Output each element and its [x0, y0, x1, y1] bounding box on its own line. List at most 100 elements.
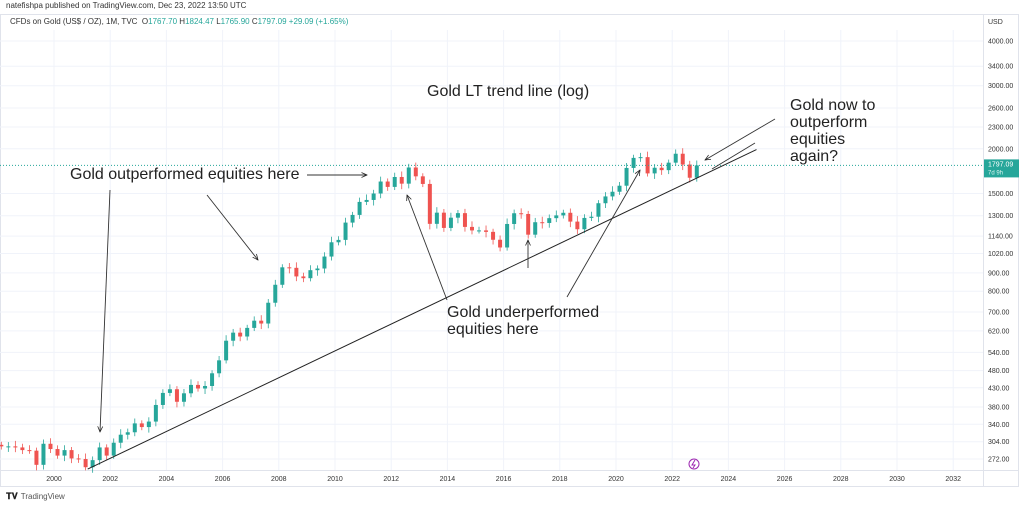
time-tick-label: 2024 [721, 476, 737, 483]
candle-body [357, 201, 362, 215]
price-tick-label: 430.00 [988, 385, 1010, 392]
price-tick-label: 272.00 [988, 456, 1010, 463]
candle-body [6, 446, 11, 448]
candle-body [666, 162, 671, 171]
candle-body [378, 181, 383, 194]
candle-body [350, 214, 355, 223]
time-tick-label: 2002 [102, 476, 118, 483]
candle-body [69, 450, 74, 459]
symbol-legend[interactable]: CFDs on Gold (US$ / OZ), 1M, TVC O1767.7… [10, 17, 348, 26]
lightning-icon[interactable] [688, 458, 700, 470]
price-axis[interactable]: USD 272.00 304.00 340.00 380.00 430.00 480.00… [988, 19, 1013, 463]
trend-line[interactable] [87, 149, 757, 470]
candle-body [680, 153, 685, 165]
arrow-now [705, 118, 776, 160]
time-tick-label: 2010 [327, 476, 343, 483]
price-tick-label: 900.00 [988, 270, 1010, 277]
candle-body [160, 392, 165, 405]
chart-title: Gold LT trend line (log) [427, 83, 589, 100]
candle-body [575, 221, 580, 230]
candle-body [97, 447, 102, 461]
candle-body [139, 423, 144, 428]
candle-body [83, 458, 88, 468]
annotation-underperformed-1: Gold underperformed [447, 304, 599, 321]
candle-body [477, 230, 482, 232]
price-tick-label: 540.00 [988, 350, 1010, 357]
candle-body [673, 153, 678, 163]
annotation-now-1: Gold now to [790, 97, 875, 114]
annotation-arrows [100, 118, 776, 432]
candle-body [385, 181, 390, 187]
candle-body [153, 404, 158, 422]
candle-body [315, 268, 320, 271]
candle-body [20, 447, 25, 451]
candle-body [146, 421, 151, 428]
candle-body [596, 203, 601, 217]
time-tick-label: 2022 [664, 476, 680, 483]
candle-body [217, 360, 222, 374]
annotation-outperformed: Gold outperformed equities here [70, 166, 300, 183]
candle-body [434, 212, 439, 224]
candle-body [533, 222, 538, 235]
candle-body [582, 217, 587, 230]
candle-body [280, 267, 285, 285]
time-axis[interactable]: 2000 2002 2004 2006 2008 2010 2012 2014 2016 2018… [46, 476, 961, 483]
trend-extension [711, 142, 756, 170]
candle-body [301, 276, 306, 279]
candle-body [13, 446, 18, 448]
candle-body [224, 340, 229, 361]
tradingview-logo[interactable]: 𝐓𝐕 TradingView [6, 491, 65, 502]
candle-body [645, 157, 650, 174]
time-tick-label: 2012 [383, 476, 399, 483]
candle-body [441, 212, 446, 228]
high-label: H [179, 17, 186, 26]
candle-body [62, 450, 67, 456]
publisher-line: natefishpa published on TradingView.com,… [6, 1, 247, 10]
candle-body [266, 302, 271, 324]
annotation-now-4: again? [790, 148, 838, 165]
candle-body [589, 216, 594, 218]
candle-body [687, 164, 692, 178]
candle-body [245, 327, 250, 337]
candle-body [174, 389, 179, 402]
candle-body [55, 449, 60, 456]
price-tick-label: 304.00 [988, 439, 1010, 446]
candle-body [448, 217, 453, 228]
candle-body [392, 176, 397, 187]
tv-logo-icon: 𝐓𝐕 [6, 491, 18, 501]
low-value: 1765.90 [220, 17, 250, 26]
close-value: 1797.09 [257, 17, 287, 26]
candle-body [0, 444, 4, 447]
candle-body [568, 212, 573, 222]
candle-body [336, 239, 341, 243]
candle-body [259, 320, 264, 324]
candle-body [624, 167, 629, 186]
time-tick-label: 2006 [215, 476, 231, 483]
annotation-now-2: outperform [790, 114, 867, 131]
price-tick-label: 2600.00 [988, 105, 1013, 112]
price-tick-label: 1500.00 [988, 191, 1013, 198]
annotation-now-3: equities [790, 131, 845, 148]
candle-body [231, 332, 236, 341]
candle-body [455, 213, 460, 218]
candle-body [90, 460, 95, 468]
candle-body [371, 193, 376, 200]
axis-unit: USD [988, 19, 1003, 26]
time-tick-label: 2028 [833, 476, 849, 483]
candle-body [413, 167, 418, 177]
candle-body [273, 284, 278, 303]
last-price-label: 1797.09 7d 9h [984, 159, 1019, 178]
candle-body [638, 157, 643, 159]
arrow-2012-top [407, 195, 448, 301]
candle-body [420, 176, 425, 184]
candle-body [104, 447, 109, 456]
candle-body [322, 256, 327, 269]
candle-body [603, 196, 608, 204]
candle-body [427, 183, 432, 224]
arrow-2020 [566, 170, 640, 298]
price-tick-label: 1020.00 [988, 251, 1013, 258]
price-tick-label: 380.00 [988, 405, 1010, 412]
candle-body [294, 267, 299, 277]
arrow-2001-low [100, 189, 111, 432]
